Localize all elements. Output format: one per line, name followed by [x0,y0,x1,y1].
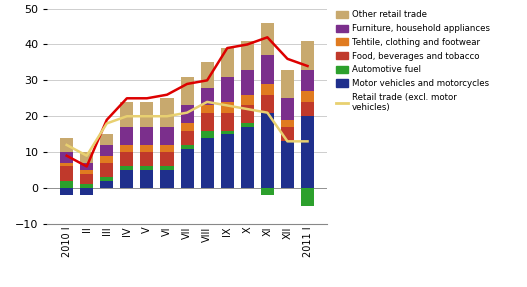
Bar [161,98,173,127]
Bar [261,55,274,84]
Bar [100,156,113,163]
Bar [221,134,234,188]
Bar [100,177,113,181]
Bar [80,188,93,195]
Bar [201,63,213,88]
Bar [241,127,254,188]
Bar [301,41,314,70]
Bar [60,163,73,166]
Bar [100,134,113,145]
Bar [181,123,193,131]
Bar [241,70,254,95]
Bar [261,23,274,55]
Bar [221,102,234,113]
Bar [80,163,93,170]
Bar [301,69,314,91]
Bar [140,152,153,166]
Bar [140,166,153,170]
Bar [221,131,234,134]
Bar [60,152,73,163]
Bar [161,127,173,145]
Bar [221,77,234,102]
Bar [181,77,193,106]
Bar [301,91,314,102]
Bar [261,84,274,95]
Bar [80,185,93,188]
Bar [261,188,274,195]
Bar [120,166,133,170]
Bar [281,120,294,127]
Bar [60,188,73,195]
Bar [181,106,193,123]
Bar [80,174,93,185]
Bar [201,106,213,113]
Bar [221,48,234,77]
Bar [281,70,294,98]
Bar [241,123,254,127]
Bar [100,145,113,156]
Bar [120,127,133,145]
Bar [221,113,234,131]
Bar [100,181,113,188]
Bar [201,131,213,138]
Bar [120,152,133,166]
Bar [301,116,314,188]
Bar [281,141,294,188]
Bar [241,106,254,123]
Bar [120,145,133,152]
Bar [140,127,153,145]
Bar [281,127,294,141]
Bar [120,102,133,127]
Bar [140,145,153,152]
Bar [140,170,153,188]
Bar [281,98,294,120]
Bar [301,188,314,206]
Bar [60,138,73,152]
Bar [60,181,73,188]
Bar [161,152,173,166]
Bar [80,152,93,163]
Bar [241,95,254,106]
Bar [201,88,213,106]
Legend: Other retail trade, Furniture, household appliances, Tehtile, clothing and footw: Other retail trade, Furniture, household… [334,9,492,114]
Bar [181,131,193,145]
Bar [161,145,173,152]
Bar [100,163,113,177]
Bar [241,41,254,70]
Bar [120,170,133,188]
Bar [201,113,213,131]
Bar [261,95,274,113]
Bar [60,166,73,181]
Bar [161,170,173,188]
Bar [140,102,153,127]
Bar [261,113,274,188]
Bar [80,170,93,174]
Bar [301,102,314,116]
Bar [181,149,193,188]
Bar [201,138,213,188]
Bar [161,166,173,170]
Bar [181,145,193,149]
